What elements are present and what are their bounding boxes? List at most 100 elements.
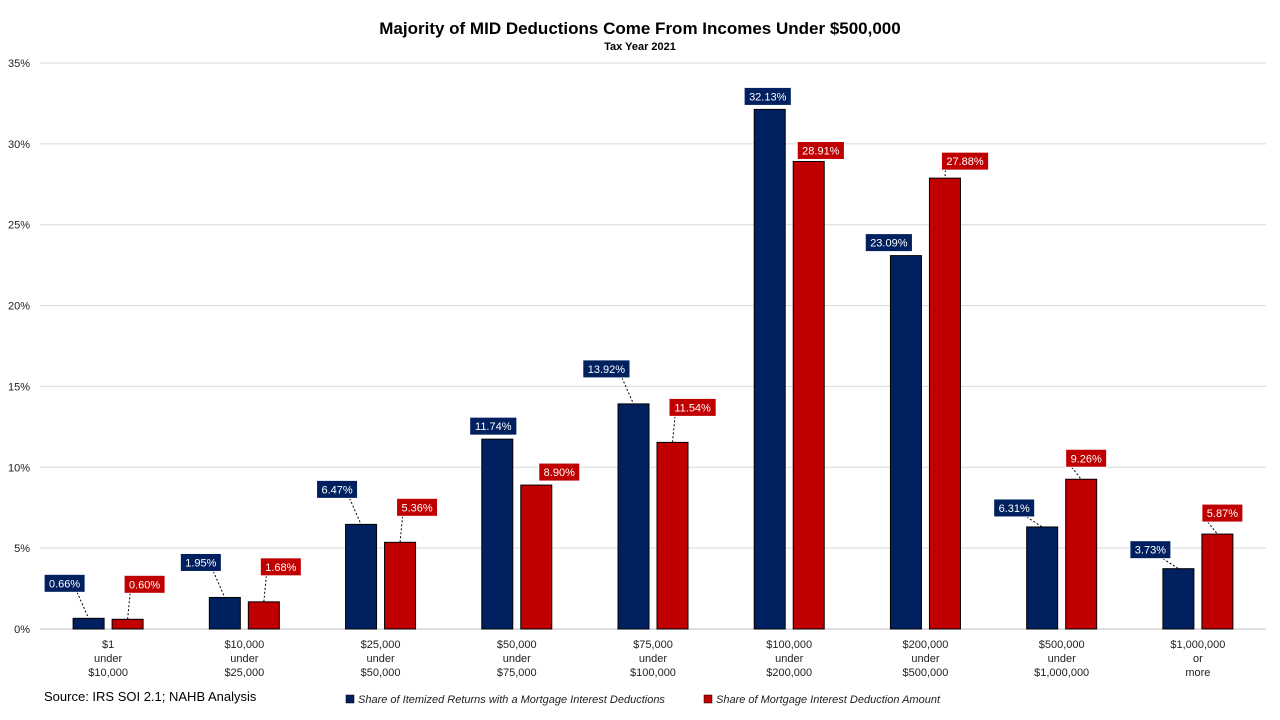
data-label-box — [796, 140, 845, 160]
bar-deduction-share — [1201, 533, 1234, 630]
x-tick-label: $25,000 — [224, 667, 264, 679]
data-label-box — [864, 233, 913, 253]
bar-deduction-share — [384, 541, 417, 630]
legend-swatch — [703, 694, 713, 704]
callout-leader — [621, 377, 634, 405]
x-tick-label: $1,000,000 — [1034, 667, 1089, 679]
data-label-box — [469, 416, 518, 436]
source-note: Source: IRS SOI 2.1; NAHB Analysis — [44, 689, 257, 704]
callout-leader — [1071, 466, 1082, 480]
data-labels: 0.66% 0.60% 1.95% 1.68% 6.47% 5.36% 11.74% 8.90… — [43, 86, 1244, 620]
data-label: 8.90% — [544, 467, 575, 479]
bar-returns-share — [889, 255, 922, 630]
data-label: 13.92% — [588, 364, 626, 376]
bars — [72, 108, 1234, 630]
y-tick-label: 25% — [8, 220, 30, 232]
data-label: 1.68% — [265, 562, 296, 574]
callout-leader — [944, 170, 946, 179]
x-tick-label: $10,000 — [224, 639, 264, 651]
x-tick-label: $100,000 — [766, 639, 812, 651]
x-tick-label: $100,000 — [630, 667, 676, 679]
x-tick-label: $1,000,000 — [1170, 639, 1225, 651]
bar-deduction-share — [111, 618, 144, 630]
bar-returns-share — [481, 438, 514, 630]
bar-returns-share — [1162, 568, 1195, 630]
bar-returns-share — [753, 108, 786, 630]
x-tick-label: under — [1048, 653, 1076, 665]
data-label-box — [1065, 448, 1108, 468]
y-tick-label: 30% — [8, 139, 30, 151]
x-tick-label: under — [230, 653, 258, 665]
bar-returns-share — [617, 403, 650, 630]
data-label: 11.74% — [475, 421, 512, 433]
data-label-box — [43, 573, 86, 593]
x-tick-label: more — [1185, 667, 1210, 679]
y-tick-label: 0% — [14, 624, 30, 636]
data-label: 23.09% — [870, 238, 908, 250]
data-label-box — [743, 86, 792, 106]
data-label: 28.91% — [802, 145, 840, 157]
data-label-box — [582, 359, 631, 379]
data-label-box — [538, 462, 581, 482]
y-tick-label: 10% — [8, 462, 30, 474]
x-tick-label: or — [1193, 653, 1203, 665]
x-tick-label: under — [503, 653, 531, 665]
data-label: 1.95% — [185, 557, 216, 569]
y-tick-label: 35% — [8, 58, 30, 70]
callout-leader — [349, 498, 362, 525]
x-tick-label: $25,000 — [361, 639, 401, 651]
data-label: 6.31% — [999, 503, 1030, 515]
legend: Share of Itemized Returns with a Mortgag… — [345, 694, 941, 706]
x-tick-label: under — [775, 653, 803, 665]
data-label: 6.47% — [321, 484, 352, 496]
data-label-box — [940, 151, 990, 171]
data-label-box — [179, 552, 222, 572]
x-tick-label: $50,000 — [497, 639, 537, 651]
callout-leader — [76, 592, 90, 619]
data-label: 3.73% — [1135, 545, 1166, 557]
data-label-box — [1201, 503, 1244, 523]
data-label: 9.26% — [1071, 453, 1102, 465]
y-tick-label: 15% — [8, 381, 30, 393]
callout-leader — [1162, 558, 1179, 570]
bar-deduction-share — [656, 441, 689, 630]
x-tick-label: $1 — [102, 639, 114, 651]
bar-returns-share — [345, 523, 378, 630]
gridlines — [40, 62, 1266, 630]
chart-subtitle: Tax Year 2021 — [604, 41, 676, 53]
bar-deduction-share — [928, 177, 961, 630]
callout-leader — [127, 593, 131, 620]
data-label-box — [123, 574, 166, 594]
bar-returns-share — [72, 617, 105, 630]
x-tick-label: $500,000 — [1039, 639, 1085, 651]
callout-leader — [1026, 516, 1043, 528]
legend-swatch — [345, 694, 355, 704]
data-label-box — [259, 557, 302, 577]
data-label-box — [1129, 540, 1172, 560]
callout-leader — [1207, 521, 1218, 535]
x-tick-label: $200,000 — [902, 639, 948, 651]
data-label-box — [993, 498, 1036, 518]
y-tick-label: 20% — [8, 301, 30, 313]
data-label: 32.13% — [749, 91, 787, 103]
x-tick-label: $200,000 — [766, 667, 812, 679]
callout-leader — [399, 516, 404, 543]
data-label: 11.54% — [674, 402, 711, 414]
chart-title: Majority of MID Deductions Come From Inc… — [379, 19, 900, 38]
y-axis: 0% 5% 10% 15% 20% 25% 30% 35% — [8, 58, 30, 636]
bar-deduction-share — [1065, 478, 1098, 630]
bar-deduction-share — [792, 160, 825, 630]
data-label-box — [396, 497, 439, 517]
legend-entry: Share of Itemized Returns with a Mortgag… — [358, 694, 665, 706]
callout-leader — [672, 416, 676, 443]
legend-entry: Share of Mortgage Interest Deduction Amo… — [716, 694, 941, 706]
data-label-box — [316, 479, 359, 499]
x-tick-label: under — [639, 653, 667, 665]
data-label: 5.87% — [1207, 508, 1238, 520]
bar-returns-share — [208, 596, 241, 630]
x-tick-label: under — [911, 653, 939, 665]
callout-leader — [212, 571, 226, 598]
x-axis: $1 under $10,000 $10,000 under $25,000 $25,000… — [88, 639, 1225, 679]
bar-deduction-share — [247, 601, 280, 630]
